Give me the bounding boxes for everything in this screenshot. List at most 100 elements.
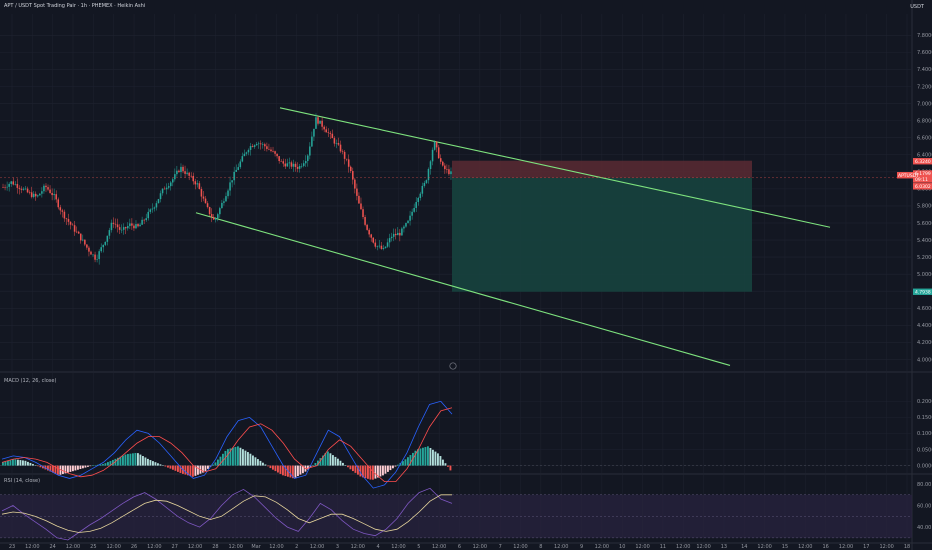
macd-histogram-bar bbox=[264, 464, 267, 466]
price-tick-label: 4.6000 bbox=[917, 306, 932, 312]
candle-body bbox=[145, 218, 147, 221]
macd-histogram-bar bbox=[99, 464, 102, 466]
candle-body bbox=[319, 120, 321, 124]
price-tick-label: 5.8000 bbox=[917, 204, 932, 210]
macd-histogram-bar bbox=[227, 449, 229, 466]
candle-body bbox=[32, 193, 35, 197]
time-tick-label: 12:00 bbox=[25, 544, 39, 550]
candle-body bbox=[149, 209, 152, 212]
macd-histogram-bar bbox=[54, 465, 57, 474]
candle-body bbox=[415, 201, 417, 208]
macd-histogram-bar bbox=[352, 465, 354, 472]
candle-body bbox=[122, 227, 125, 230]
candle-body bbox=[159, 193, 162, 200]
candle-body bbox=[339, 144, 342, 152]
macd-histogram-bar bbox=[382, 465, 384, 476]
candle-body bbox=[380, 245, 383, 249]
macd-line bbox=[1, 400, 453, 489]
candle-body bbox=[65, 218, 68, 220]
channel-lower-line bbox=[195, 212, 731, 366]
candle-body bbox=[20, 188, 23, 190]
candle-body bbox=[294, 163, 297, 167]
macd-histogram-bar bbox=[147, 458, 149, 466]
time-tick-label: 12:00 bbox=[432, 544, 446, 550]
candle-body bbox=[180, 166, 182, 173]
candle-body bbox=[450, 171, 452, 175]
candle-body bbox=[309, 146, 311, 156]
time-tick-label: 12:00 bbox=[839, 544, 853, 550]
macd-histogram-bar bbox=[247, 452, 249, 466]
macd-histogram-bar bbox=[34, 465, 37, 466]
macd-histogram-bar bbox=[387, 465, 389, 472]
time-tick-label: 16 bbox=[822, 544, 828, 550]
macd-histogram-bar bbox=[269, 465, 272, 469]
macd-histogram-bar bbox=[214, 462, 217, 466]
macd-histogram-bar bbox=[277, 465, 279, 473]
candle-body bbox=[386, 242, 389, 247]
time-tick-label: 12:00 bbox=[676, 544, 690, 550]
currency-unit: USDT bbox=[910, 4, 924, 10]
macd-histogram-bar bbox=[202, 465, 204, 473]
macd-histogram-bar bbox=[272, 465, 274, 470]
macd-histogram-bar bbox=[157, 463, 159, 466]
candle-body bbox=[221, 202, 223, 209]
macd-histogram-bar bbox=[184, 465, 187, 475]
candle-body bbox=[214, 218, 217, 220]
stop-loss-zone bbox=[452, 160, 752, 178]
candle-body bbox=[86, 244, 88, 248]
macd-histogram-bar bbox=[244, 450, 247, 466]
candle-body bbox=[124, 227, 127, 229]
macd-histogram-bar bbox=[444, 463, 447, 466]
candle-body bbox=[182, 166, 184, 172]
macd-histogram-bar bbox=[284, 465, 287, 477]
time-tick-label: 12:00 bbox=[473, 544, 487, 550]
time-tick-label: 25 bbox=[90, 544, 96, 550]
candle-body bbox=[329, 132, 332, 134]
candle-body bbox=[57, 199, 60, 208]
macd-histogram-bar bbox=[217, 459, 219, 466]
macd-histogram-bar bbox=[282, 465, 284, 476]
candle-body bbox=[131, 223, 133, 226]
price-tag-bg bbox=[913, 158, 932, 165]
candle-body bbox=[172, 179, 174, 183]
macd-histogram-bar bbox=[172, 465, 174, 470]
candle-body bbox=[26, 188, 29, 193]
candle-body bbox=[39, 193, 41, 196]
macd-histogram-bar bbox=[189, 465, 192, 477]
time-tick-label: 6 bbox=[458, 544, 461, 550]
time-tick-label: 2 bbox=[295, 544, 298, 550]
candle-body bbox=[427, 169, 430, 181]
candle-body bbox=[262, 144, 264, 145]
candle-body bbox=[147, 211, 150, 219]
price-tick-label: 7.0000 bbox=[917, 101, 932, 107]
candle-body bbox=[73, 225, 76, 232]
candle-body bbox=[100, 247, 102, 252]
candle-body bbox=[356, 188, 358, 196]
time-tick-label: 12:00 bbox=[106, 544, 120, 550]
candle-body bbox=[112, 222, 115, 224]
candle-body bbox=[411, 211, 413, 216]
macd-signal-line bbox=[1, 407, 453, 482]
macd-histogram-bar bbox=[154, 462, 157, 466]
time-tick-label: 12:00 bbox=[635, 544, 649, 550]
time-tick-label: 12:00 bbox=[879, 544, 893, 550]
candle-body bbox=[153, 207, 156, 209]
candle-body bbox=[405, 223, 407, 227]
candle-body bbox=[129, 223, 131, 227]
candle-body bbox=[364, 217, 366, 225]
macd-histogram-bar bbox=[212, 464, 214, 466]
candle-body bbox=[282, 161, 285, 164]
candle-body bbox=[349, 166, 352, 172]
macd-histogram-bar bbox=[354, 465, 357, 473]
candle-body bbox=[34, 193, 37, 197]
candle-body bbox=[264, 144, 266, 147]
macd-histogram-bar bbox=[149, 460, 152, 466]
price-tag: 4.7938 bbox=[913, 288, 932, 295]
macd-histogram-bar bbox=[307, 465, 309, 470]
price-tick-label: 6.8000 bbox=[917, 118, 932, 124]
macd-histogram-bar bbox=[437, 453, 439, 466]
